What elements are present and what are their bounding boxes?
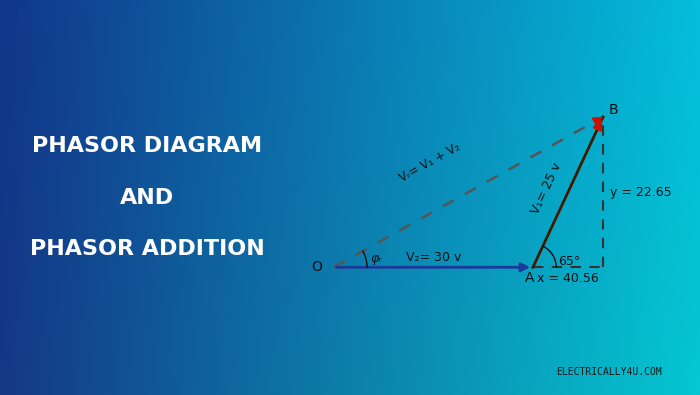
Text: PHASOR DIAGRAM: PHASOR DIAGRAM (32, 136, 262, 156)
Text: V₁= 25 v: V₁= 25 v (528, 161, 564, 216)
Text: V₂= 30 v: V₂= 30 v (406, 251, 461, 263)
Text: AND: AND (120, 188, 174, 207)
Text: y = 22.65: y = 22.65 (610, 186, 671, 199)
Text: φᵣ: φᵣ (370, 252, 382, 265)
Text: Vᵣ= V₁ + V₂: Vᵣ= V₁ + V₂ (397, 141, 463, 185)
Text: 65°: 65° (558, 255, 580, 268)
Text: B: B (608, 103, 618, 117)
Text: A: A (525, 271, 534, 285)
Text: O: O (311, 260, 322, 274)
Text: x = 40.56: x = 40.56 (537, 272, 599, 285)
Text: PHASOR ADDITION: PHASOR ADDITION (29, 239, 265, 259)
Text: ELECTRICALLY4U.COM: ELECTRICALLY4U.COM (556, 367, 662, 377)
